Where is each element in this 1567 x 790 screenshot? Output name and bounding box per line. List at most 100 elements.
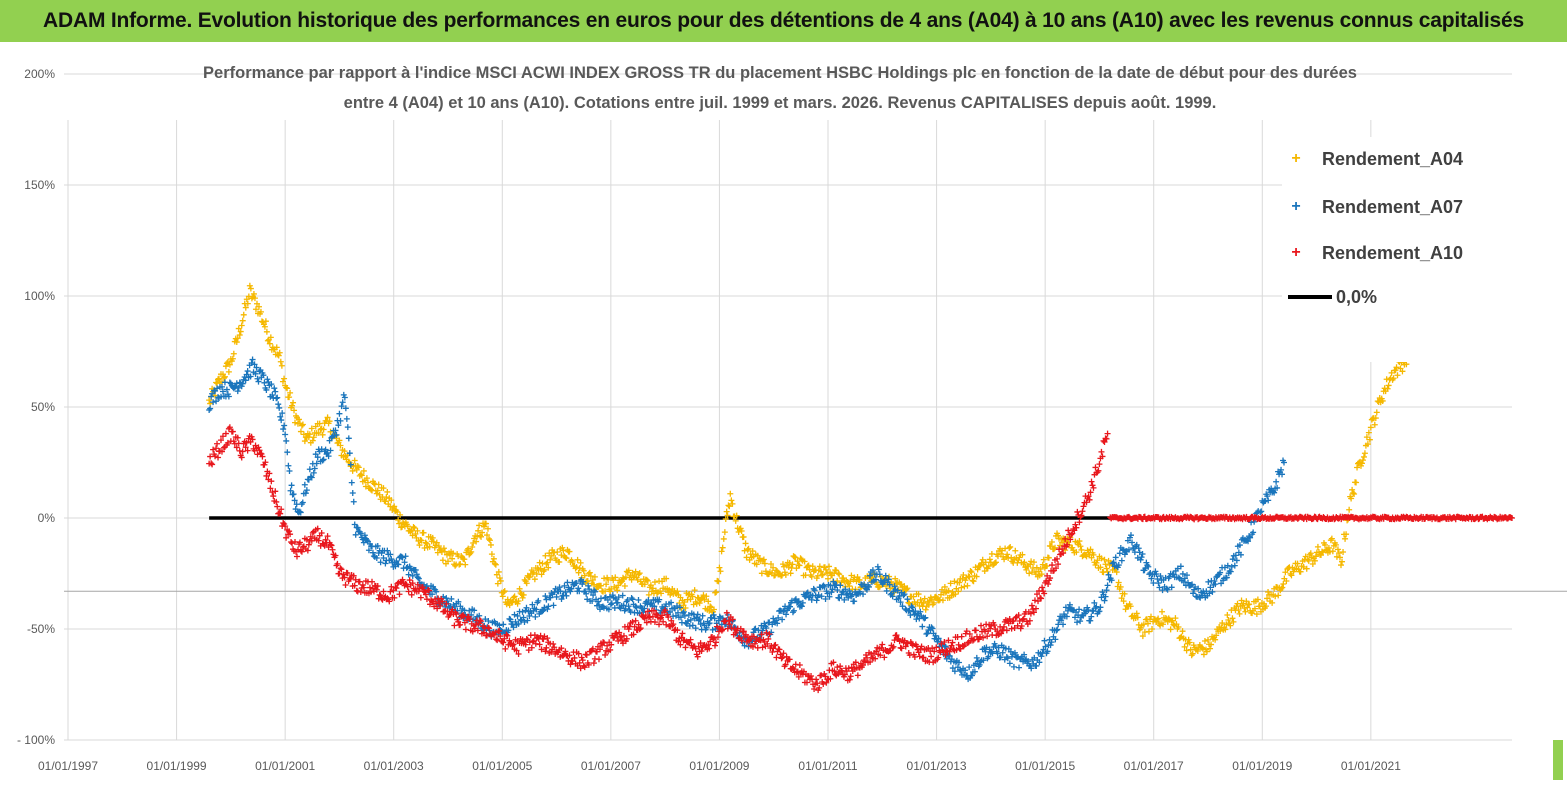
scatter-point-a10 xyxy=(620,632,627,639)
scatter-point-a10 xyxy=(765,635,772,642)
scatter-point-a07 xyxy=(360,539,367,546)
scatter-point-a10 xyxy=(694,653,701,660)
scatter-point-a04 xyxy=(324,414,331,421)
scatter-point-a04 xyxy=(744,546,751,553)
scatter-point-a07 xyxy=(897,599,904,606)
scatter-point-a07 xyxy=(1087,617,1094,624)
scatter-point-a07 xyxy=(1129,539,1135,546)
scatter-point-a04 xyxy=(835,570,842,577)
scatter-point-a04 xyxy=(1321,541,1328,548)
scatter-point-a07 xyxy=(281,422,288,429)
scatter-point-a10 xyxy=(643,619,650,626)
scatter-point-a10 xyxy=(342,582,349,589)
scatter-point-a04 xyxy=(284,385,291,392)
scatter-point-a10 xyxy=(803,679,810,686)
scatter-point-a07 xyxy=(1196,593,1203,600)
scatter-point-a10 xyxy=(276,510,283,517)
scatter-point-a04 xyxy=(1027,561,1034,568)
scatter-point-a10 xyxy=(1080,503,1087,510)
scatter-point-a07 xyxy=(687,616,694,623)
scatter-point-a04 xyxy=(992,559,999,566)
scatter-point-a04 xyxy=(278,362,285,369)
scatter-point-a10 xyxy=(687,636,694,643)
scatter-point-a04 xyxy=(1194,648,1201,655)
scatter-point-a04 xyxy=(1283,577,1290,584)
scatter-point-a10 xyxy=(356,578,363,585)
scatter-point-a07 xyxy=(556,584,563,591)
scatter-point-a07 xyxy=(234,388,241,395)
scatter-point-a10 xyxy=(889,644,896,651)
scatter-point-a10 xyxy=(650,607,657,614)
scatter-point-a10 xyxy=(725,617,732,624)
scatter-point-a04 xyxy=(490,555,497,562)
scatter-point-a07 xyxy=(272,388,279,395)
scatter-point-a10 xyxy=(710,636,717,643)
scatter-point-a04 xyxy=(575,569,582,576)
scatter-point-a04 xyxy=(516,585,523,592)
scatter-point-a04 xyxy=(420,529,427,536)
scatter-point-a04 xyxy=(586,569,593,576)
chart-legend: + Rendement_A04 + Rendement_A07 + Rendem… xyxy=(1282,137,1512,362)
scatter-point-a10 xyxy=(789,664,796,671)
scatter-point-a10 xyxy=(431,603,438,610)
scatter-point-a04 xyxy=(411,525,418,532)
scatter-point-a07 xyxy=(214,385,221,392)
scatter-point-a07 xyxy=(1097,604,1104,611)
scatter-point-a04 xyxy=(703,593,710,600)
scatter-point-a07 xyxy=(826,593,833,600)
scatter-point-a04 xyxy=(433,539,440,546)
scatter-point-a04 xyxy=(625,567,632,574)
scatter-point-a04 xyxy=(238,322,245,329)
scatter-point-a07 xyxy=(244,368,251,375)
scatter-point-a07 xyxy=(1229,556,1236,563)
scatter-point-a04 xyxy=(761,560,768,567)
scatter-point-a04 xyxy=(441,548,448,555)
scatter-point-a10 xyxy=(341,574,348,581)
scatter-point-a04 xyxy=(370,480,377,487)
scatter-point-a10 xyxy=(544,635,551,642)
scatter-point-a10 xyxy=(581,664,588,671)
scatter-point-a04 xyxy=(1379,397,1386,404)
scatter-point-a04 xyxy=(964,582,971,589)
scatter-point-a07 xyxy=(906,607,913,614)
scatter-point-a10 xyxy=(579,657,586,664)
scatter-point-a10 xyxy=(233,444,240,451)
scatter-point-a10 xyxy=(652,610,659,617)
scatter-point-a10 xyxy=(1090,484,1097,491)
scatter-point-a07 xyxy=(514,612,521,619)
scatter-point-a10 xyxy=(244,447,251,454)
scatter-point-a07 xyxy=(476,612,483,619)
scatter-point-a07 xyxy=(341,394,348,401)
scatter-point-a04 xyxy=(547,556,554,563)
scatter-point-a10 xyxy=(406,577,413,584)
scatter-point-a07 xyxy=(541,604,548,611)
scatter-point-a07 xyxy=(709,626,716,633)
scatter-point-a10 xyxy=(334,560,341,567)
scatter-point-a10 xyxy=(309,529,316,536)
scatter-point-a07 xyxy=(347,461,354,468)
scatter-point-a07 xyxy=(515,620,522,627)
scatter-point-a07 xyxy=(374,542,381,549)
scatter-point-a04 xyxy=(961,583,968,590)
scatter-point-a10 xyxy=(1099,453,1106,460)
scatter-point-a04 xyxy=(559,544,566,551)
scatter-point-a04 xyxy=(723,508,730,515)
scatter-point-a10 xyxy=(1101,438,1108,445)
corner-mark xyxy=(1553,740,1563,780)
scatter-point-a07 xyxy=(787,603,793,610)
scatter-point-a10 xyxy=(392,584,399,591)
scatter-point-a10 xyxy=(471,625,478,632)
scatter-point-a10 xyxy=(369,578,375,585)
scatter-point-a04 xyxy=(768,561,774,568)
scatter-point-a04 xyxy=(1155,615,1162,622)
scatter-point-a07 xyxy=(446,604,453,611)
scatter-point-a04 xyxy=(719,544,726,551)
scatter-point-a10 xyxy=(346,576,353,583)
scatter-point-a04 xyxy=(960,571,967,578)
scatter-point-a04 xyxy=(1399,368,1406,375)
scatter-point-a04 xyxy=(414,527,421,534)
scatter-point-a04 xyxy=(462,561,469,568)
scatter-point-a07 xyxy=(980,657,987,664)
scatter-point-a04 xyxy=(1006,545,1013,552)
scatter-point-a04 xyxy=(222,363,229,370)
